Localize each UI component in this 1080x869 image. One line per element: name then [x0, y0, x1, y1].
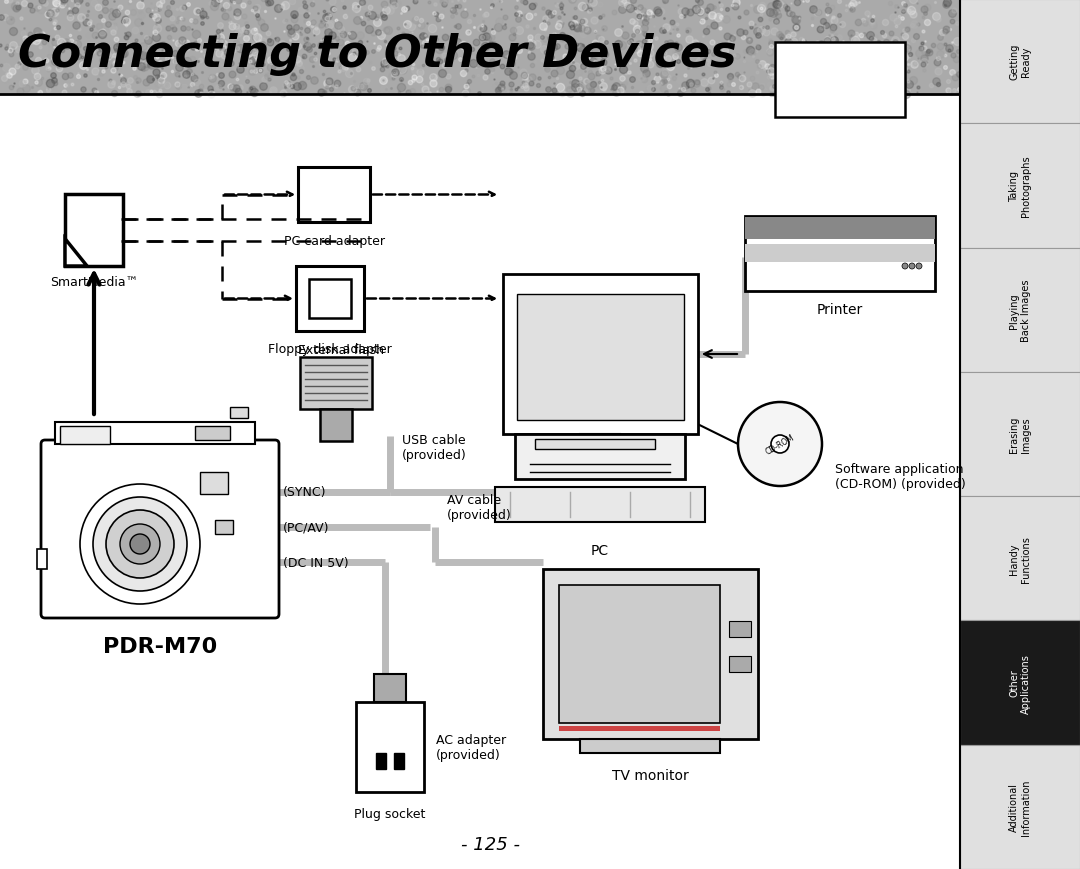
Text: SmartMedia™: SmartMedia™ [50, 276, 138, 289]
Text: Getting
Ready: Getting Ready [1009, 44, 1030, 80]
Circle shape [80, 484, 200, 604]
Text: Other
Applications: Other Applications [1009, 653, 1030, 713]
Bar [60, 427, 110, 444]
Bar [745, 216, 935, 292]
Bar [0, 0, 960, 95]
Bar [37, 549, 48, 569]
Bar [775, 43, 905, 118]
Bar [503, 275, 698, 434]
Text: Handy
Functions: Handy Functions [1009, 535, 1030, 582]
Bar [200, 473, 228, 494]
Circle shape [909, 263, 915, 269]
Circle shape [902, 263, 908, 269]
Bar [300, 357, 372, 409]
Bar [495, 488, 705, 522]
Bar [559, 726, 720, 731]
Text: PDR-M70: PDR-M70 [103, 636, 217, 656]
Bar [215, 521, 233, 534]
Bar [960, 249, 1080, 373]
Bar [320, 409, 352, 441]
Text: CD-ROM: CD-ROM [764, 433, 796, 456]
Text: External flash: External flash [298, 343, 384, 356]
Text: Taking
Photographs: Taking Photographs [1009, 156, 1030, 217]
Text: Software application
(CD-ROM) (provided): Software application (CD-ROM) (provided) [835, 462, 966, 490]
Text: Plug socket: Plug socket [354, 807, 426, 820]
Bar [960, 373, 1080, 496]
Bar [0, 95, 960, 869]
Bar [729, 656, 751, 673]
Bar [580, 740, 720, 753]
Circle shape [771, 435, 789, 454]
Bar [960, 0, 1080, 124]
Circle shape [130, 534, 150, 554]
Text: Printer: Printer [816, 302, 863, 316]
Circle shape [93, 497, 187, 591]
Text: (PC/AV): (PC/AV) [283, 521, 329, 534]
Bar [543, 569, 758, 740]
Bar [298, 168, 370, 222]
Circle shape [106, 510, 174, 579]
Bar [374, 674, 406, 702]
Bar [296, 267, 364, 332]
Text: Playing
Back Images: Playing Back Images [1009, 279, 1030, 342]
Text: (SYNC): (SYNC) [283, 486, 326, 499]
Bar [356, 702, 424, 792]
Bar [729, 621, 751, 637]
Text: TV monitor: TV monitor [611, 768, 688, 782]
Bar [55, 422, 255, 444]
Text: (DC IN 5V): (DC IN 5V) [283, 556, 349, 569]
Text: - 125 -: - 125 - [460, 835, 519, 853]
Bar [195, 427, 230, 441]
Text: USB cable
(provided): USB cable (provided) [402, 434, 467, 461]
Bar [535, 440, 654, 449]
Circle shape [916, 263, 922, 269]
Bar [394, 753, 404, 769]
Text: PC card adapter: PC card adapter [284, 235, 384, 247]
FancyBboxPatch shape [41, 441, 279, 618]
Text: PC: PC [591, 543, 609, 557]
Bar [580, 434, 620, 453]
Bar [309, 280, 351, 319]
Text: AC adapter
(provided): AC adapter (provided) [436, 733, 507, 761]
Bar [960, 496, 1080, 620]
Bar [376, 753, 386, 769]
Bar [515, 434, 685, 480]
Bar [517, 295, 684, 421]
Bar [745, 245, 935, 262]
Bar [230, 408, 248, 419]
Bar [960, 124, 1080, 249]
Bar [559, 586, 720, 723]
Text: Erasing
Images: Erasing Images [1009, 416, 1030, 453]
Bar [960, 745, 1080, 869]
Bar [65, 195, 123, 267]
Bar [960, 620, 1080, 745]
Bar [745, 218, 935, 240]
Text: Floppy disk adapter: Floppy disk adapter [268, 343, 392, 356]
Circle shape [120, 524, 160, 564]
Text: Connecting to Other Devices: Connecting to Other Devices [18, 34, 737, 76]
Text: Additional
Information: Additional Information [1009, 779, 1030, 835]
Polygon shape [65, 239, 87, 267]
Text: AV cable
(provided): AV cable (provided) [447, 494, 512, 521]
Circle shape [738, 402, 822, 487]
